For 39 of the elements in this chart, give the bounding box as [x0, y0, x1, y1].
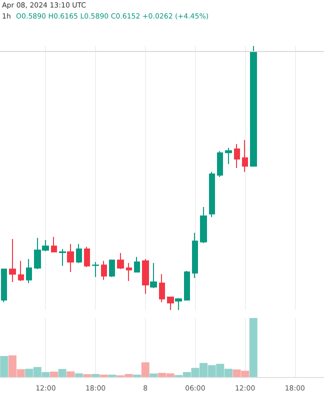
- candlestick: [217, 150, 223, 178]
- bar: [83, 374, 92, 377]
- candlestick: [126, 262, 132, 282]
- bar: [141, 362, 150, 377]
- candlestick: [200, 206, 207, 244]
- candlestick: [184, 270, 190, 300]
- candlestick: [242, 139, 248, 172]
- candlestick: [1, 268, 7, 303]
- candlestick: [67, 244, 74, 272]
- candlestick: [225, 147, 232, 165]
- candlestick: [134, 256, 140, 272]
- candlestick: [159, 274, 165, 303]
- candlestick: [142, 258, 149, 294]
- bar: [50, 372, 58, 377]
- candlestick: [59, 248, 66, 266]
- bar: [92, 374, 100, 377]
- bar: [249, 318, 258, 377]
- candlestick: [101, 260, 107, 280]
- bar: [66, 371, 75, 377]
- candlestick: [76, 244, 82, 264]
- candlestick: [250, 46, 257, 167]
- candlestick: [109, 260, 115, 278]
- candlestick: [84, 246, 90, 268]
- candlestick: [167, 296, 174, 310]
- bar: [74, 373, 83, 377]
- candlestick: [209, 171, 215, 218]
- bar: [0, 356, 8, 377]
- candlestick: [92, 261, 99, 278]
- candlestick: [51, 236, 57, 252]
- candlestick: [26, 258, 32, 284]
- candlestick: [175, 298, 182, 310]
- candlestick: [9, 238, 16, 283]
- candlestick: [150, 262, 157, 289]
- candlestick: [117, 252, 124, 270]
- bar: [150, 374, 158, 377]
- bar: [58, 368, 66, 377]
- candlestick: [192, 232, 198, 279]
- candlestick: [18, 260, 24, 282]
- candlestick: [234, 143, 240, 168]
